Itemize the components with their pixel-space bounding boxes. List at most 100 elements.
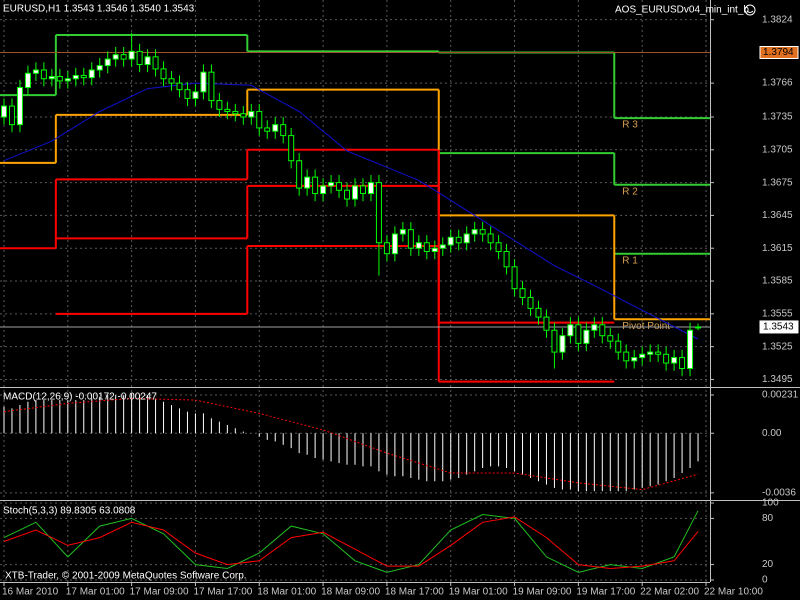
candle-body — [495, 242, 502, 253]
candle-body — [447, 236, 454, 246]
candle-body — [519, 288, 526, 298]
candle-body — [208, 71, 215, 102]
candle-body — [367, 182, 374, 195]
candle-body — [40, 69, 47, 80]
y-tick-label: 1.3525 — [762, 341, 793, 352]
level-label: Pivot Point — [622, 321, 670, 332]
candle-body — [336, 182, 343, 191]
candle-body — [80, 74, 87, 79]
candle-body — [423, 242, 430, 253]
candle-body — [591, 324, 598, 331]
candle-body — [32, 69, 39, 74]
candle-body — [383, 242, 390, 255]
expert-icon — [744, 4, 756, 16]
candle-body — [535, 307, 542, 318]
candle-body — [288, 135, 295, 162]
candle-body — [527, 296, 534, 309]
y-tick-label: -0.0036 — [762, 488, 796, 499]
candle-body — [296, 160, 303, 189]
candle-body — [671, 357, 678, 364]
candle-body — [559, 335, 566, 353]
candle-body — [88, 69, 95, 79]
candle-body — [503, 251, 510, 268]
candle-body — [320, 185, 327, 195]
y-tick-label: 1.3824 — [762, 14, 793, 25]
candle-body — [543, 316, 550, 331]
y-tick-label: 0 — [762, 575, 768, 586]
candle-body — [176, 82, 183, 91]
candle-body — [399, 229, 406, 235]
candle-body — [128, 50, 135, 60]
candle-body — [439, 244, 446, 249]
pane-title: Stoch(5,3,3) 89.8305 63.0808 — [3, 506, 136, 517]
stoch-line — [3, 516, 699, 570]
candle-body — [120, 54, 127, 60]
candle-body — [144, 56, 151, 66]
candle-body — [224, 108, 231, 113]
candle-body — [647, 351, 654, 355]
candle-body — [256, 111, 263, 129]
candle-body — [663, 353, 670, 364]
candle-body — [567, 324, 574, 337]
candle-body — [280, 124, 287, 137]
candle-body — [583, 329, 590, 344]
y-tick-label: 1.3615 — [762, 243, 793, 254]
x-tick-label: 22 Mar 02:00 — [640, 587, 699, 598]
x-tick-label: 18 Mar 09:00 — [321, 587, 380, 598]
x-tick-label: 22 Mar 10:00 — [704, 587, 763, 598]
candle-body — [623, 351, 630, 362]
price-label: 1.3794 — [763, 47, 794, 58]
y-tick-label: 1.3705 — [762, 144, 793, 155]
candle-body — [48, 76, 55, 80]
candle-body — [104, 58, 111, 67]
candle-body — [679, 357, 686, 370]
pane-title: MACD(12,26,9) -0.00172 -0.00247 — [3, 392, 157, 403]
y-tick-label: 100 — [762, 498, 779, 509]
chart-title: EURUSD,H1 1.3543 1.3546 1.3540 1.3543 — [3, 4, 195, 15]
candle-body — [615, 340, 622, 353]
y-tick-label: 1.3735 — [762, 112, 793, 123]
y-tick-label: 1.3675 — [762, 177, 793, 188]
candle-body — [216, 100, 223, 110]
macd-signal — [3, 397, 699, 491]
candle-body — [471, 229, 478, 235]
candle-body — [607, 335, 614, 342]
candle-body — [184, 89, 191, 99]
level-label: R 2 — [622, 186, 638, 197]
candle-body — [575, 324, 582, 344]
candle-body — [152, 56, 159, 70]
candle-body — [463, 233, 470, 244]
x-tick-label: 18 Mar 17:00 — [385, 587, 444, 598]
candle-body — [431, 247, 438, 253]
candle-body — [631, 357, 638, 362]
candle-body — [487, 233, 494, 244]
stoch-line — [3, 510, 699, 573]
y-tick-label: 0.00 — [762, 428, 782, 439]
y-tick-label: 1.3585 — [762, 276, 793, 287]
candle-body — [359, 185, 366, 195]
candle-body — [455, 236, 462, 244]
indicator-name: AOS_EURUSDv04_min_int_b — [615, 5, 749, 16]
candle-body — [415, 242, 422, 249]
candle-body — [24, 72, 31, 88]
y-tick-label: 1.3766 — [762, 78, 793, 89]
candle-body — [56, 76, 63, 82]
candle-body — [344, 189, 351, 200]
price-label: 1.3543 — [763, 322, 794, 333]
candle-body — [136, 50, 143, 66]
candle-body — [248, 111, 255, 118]
candle-body — [375, 182, 382, 244]
plot: R 3 R 2 R 1 Pivot Point — [0, 0, 710, 582]
y-tick-label: 0.00231 — [762, 390, 799, 401]
candle-body — [16, 86, 23, 126]
candle-body — [312, 176, 319, 195]
candle-body — [687, 329, 694, 370]
candle-body — [96, 65, 103, 71]
y-tick-label: 1.3495 — [762, 374, 793, 385]
price-box — [759, 320, 799, 334]
candle-body — [192, 91, 199, 99]
candle-body — [511, 266, 518, 290]
candle-body — [0, 105, 7, 118]
y-tick-label: 80 — [762, 513, 774, 524]
